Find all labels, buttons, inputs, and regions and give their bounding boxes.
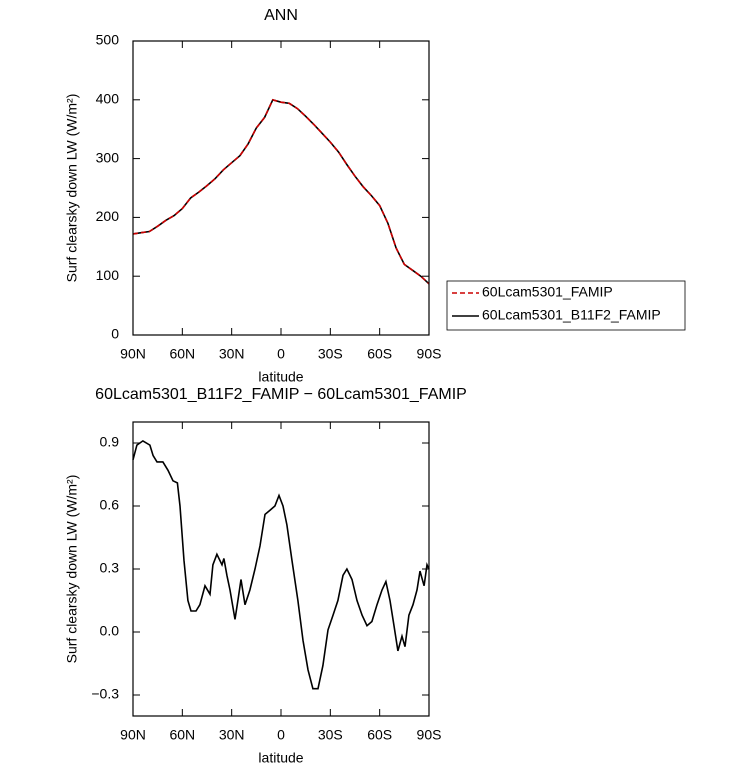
data-line — [132, 98, 430, 285]
y-tick-label: 0 — [111, 326, 119, 342]
y-axis-label: Surf clearsky down LW (W/m²) — [64, 94, 80, 283]
y-tick-label: 0.6 — [100, 497, 120, 513]
legend-box — [446, 280, 686, 331]
x-tick-label: 90N — [120, 346, 146, 362]
x-tick-label: 90N — [120, 727, 146, 743]
x-tick-label: 30N — [219, 346, 245, 362]
plot-frame — [132, 40, 430, 336]
y-tick-label: 300 — [96, 149, 120, 165]
x-tick-label: 30N — [219, 727, 245, 743]
x-axis-label: latitude — [258, 750, 303, 766]
y-tick-label: −0.3 — [91, 686, 119, 702]
x-tick-label: 30S — [318, 346, 343, 362]
x-tick-label: 90S — [417, 727, 442, 743]
y-tick-label: 500 — [96, 32, 120, 48]
x-tick-label: 90S — [417, 346, 442, 362]
x-tick-label: 60N — [169, 727, 195, 743]
x-tick-label: 30S — [318, 727, 343, 743]
data-line — [132, 98, 430, 285]
y-tick-label: 200 — [96, 208, 120, 224]
legend-label: 60Lcam5301_FAMIP — [482, 284, 613, 300]
x-tick-label: 60S — [367, 346, 392, 362]
plot-frame — [132, 421, 430, 717]
y-tick-label: 0.9 — [100, 434, 120, 450]
legend-label: 60Lcam5301_B11F2_FAMIP — [482, 307, 661, 323]
x-tick-label: 60N — [169, 346, 195, 362]
y-tick-label: 100 — [96, 267, 120, 283]
x-tick-label: 0 — [277, 727, 285, 743]
chart-title: 60Lcam5301_B11F2_FAMIP − 60Lcam5301_FAMI… — [95, 386, 467, 403]
x-axis-label: latitude — [258, 369, 303, 385]
x-tick-label: 0 — [277, 346, 285, 362]
data-line — [132, 439, 430, 690]
x-tick-label: 60S — [367, 727, 392, 743]
y-tick-label: 0.3 — [100, 560, 120, 576]
y-axis-label: Surf clearsky down LW (W/m²) — [64, 475, 80, 664]
chart-title: ANN — [264, 7, 298, 24]
y-tick-label: 0.0 — [100, 623, 120, 639]
y-tick-label: 400 — [96, 91, 120, 107]
